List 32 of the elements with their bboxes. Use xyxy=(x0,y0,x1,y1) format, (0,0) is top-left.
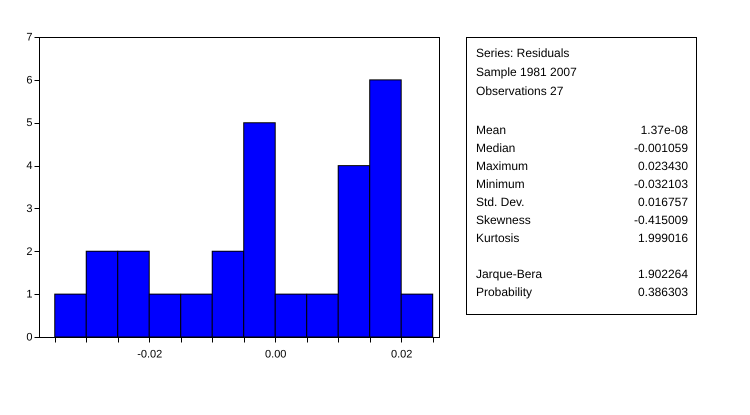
x-tick-label: -0.02 xyxy=(137,348,162,360)
y-tick-label: 3 xyxy=(26,202,32,215)
text: Median xyxy=(476,141,516,155)
text: 1.902264 xyxy=(638,267,688,281)
y-tick-label: 4 xyxy=(26,160,32,172)
text: 0.386303 xyxy=(638,285,688,299)
text: -0.415009 xyxy=(634,213,688,227)
text: Kurtosis xyxy=(476,231,520,245)
text: 0.016757 xyxy=(638,195,688,209)
text: Std. Dev. xyxy=(476,195,524,209)
y-tick-label: 0 xyxy=(26,332,32,344)
text: 1.999016 xyxy=(638,231,688,245)
y-tick-label: 2 xyxy=(26,246,32,258)
text: Jarque-Bera xyxy=(476,267,542,281)
text: Skewness xyxy=(476,213,531,227)
text: Observations 27 xyxy=(476,84,564,98)
y-tick-label: 1 xyxy=(26,288,32,301)
x-tick-label: 0.00 xyxy=(265,348,286,360)
y-tick-label: 6 xyxy=(26,74,32,86)
y-tick-label: 5 xyxy=(26,117,32,130)
y-tick-label: 7 xyxy=(26,32,32,44)
text: Probability xyxy=(476,285,532,299)
text: Series: Residuals xyxy=(476,46,570,60)
text: 1.37e-08 xyxy=(640,123,688,137)
text: -0.001059 xyxy=(634,141,688,155)
text: 0.023430 xyxy=(638,159,688,173)
x-tick-label: 0.02 xyxy=(390,348,412,360)
text: -0.032103 xyxy=(634,177,688,191)
text: Minimum xyxy=(476,177,525,191)
text: Mean xyxy=(476,123,506,137)
text: Maximum xyxy=(476,159,528,173)
text: Sample 1981 2007 xyxy=(476,65,578,79)
